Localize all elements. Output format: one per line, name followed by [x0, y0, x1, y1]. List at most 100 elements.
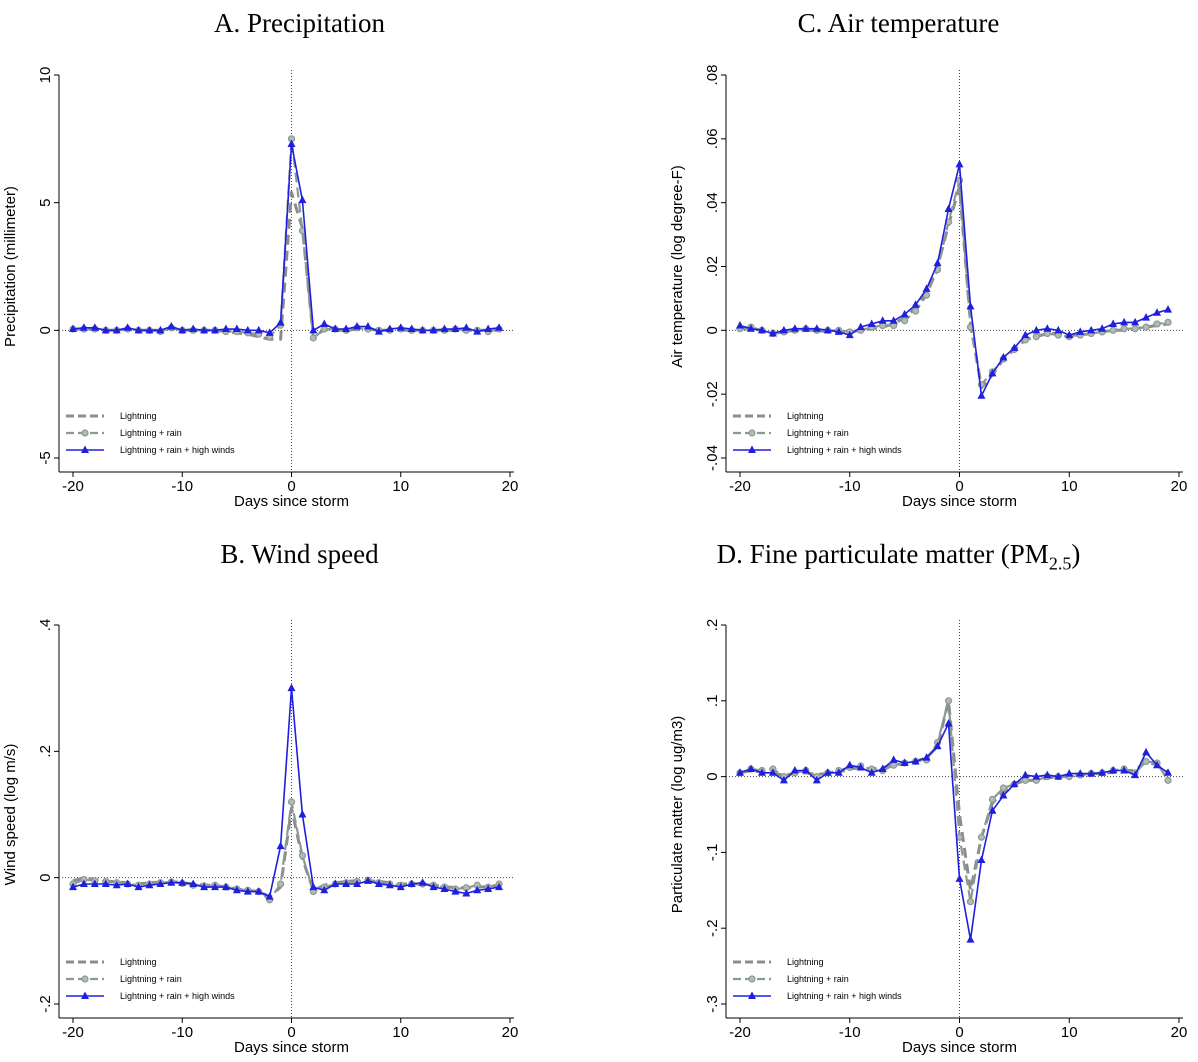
data-point [1109, 319, 1118, 327]
data-point [1065, 330, 1074, 339]
data-point [1021, 770, 1030, 779]
series-line [739, 722, 1169, 941]
data-point [1142, 313, 1151, 321]
data-point [451, 887, 460, 895]
data-point [1120, 766, 1129, 774]
data-point [1032, 325, 1041, 334]
data-point [462, 888, 471, 897]
series-line [739, 179, 1169, 386]
x-tick-label: 20 [1171, 478, 1188, 495]
data-point [221, 324, 230, 333]
data-point [878, 316, 887, 324]
data-point [320, 885, 329, 894]
series-lightning-rain-high-winds [69, 683, 504, 900]
data-point [955, 874, 964, 882]
data-point [1164, 768, 1173, 776]
data-point [1098, 324, 1107, 332]
data-point [812, 324, 821, 332]
x-tick-label: 0 [287, 478, 295, 495]
data-point [988, 795, 997, 803]
data-point [320, 325, 328, 333]
chart-particulate-matter: -20 -10 0 10 20 -.3 -.2 -.1 0 .1 .2 Days since stor… [669, 619, 1188, 1056]
data-point [1120, 317, 1129, 326]
data-point [977, 391, 986, 399]
series-line [72, 687, 500, 898]
data-point [81, 975, 89, 983]
data-point [363, 322, 372, 330]
panel-title: B. Wind speed [220, 539, 379, 569]
y-tick-label: 10 [37, 67, 54, 84]
data-point [922, 291, 931, 299]
data-point [867, 319, 876, 327]
data-point [385, 880, 394, 889]
data-point [944, 697, 953, 705]
data-point [746, 764, 755, 773]
data-point [900, 758, 909, 766]
legend-label: Lightning [787, 411, 824, 421]
data-point [123, 323, 132, 331]
data-point [69, 882, 77, 891]
data-point [429, 325, 438, 334]
data-point [988, 806, 997, 814]
panel-title: C. Air temperature [797, 8, 1000, 38]
data-point [462, 323, 471, 331]
data-point [189, 879, 198, 887]
data-point [1054, 772, 1063, 780]
data-point [955, 159, 964, 168]
data-point [867, 768, 876, 776]
data-point [856, 322, 865, 331]
data-point [211, 325, 220, 334]
data-point [167, 322, 176, 330]
y-tick-label: 0 [704, 772, 721, 780]
data-point [1164, 776, 1172, 784]
y-tick-label: .04 [704, 192, 721, 213]
data-point [265, 892, 274, 900]
data-point [944, 719, 953, 727]
data-point [309, 325, 318, 334]
data-point [407, 879, 416, 887]
data-point [473, 327, 482, 335]
data-point [823, 768, 832, 776]
data-point [342, 324, 351, 333]
data-point [473, 885, 482, 894]
y-axis-label: Precipitation (millimeter) [2, 186, 19, 347]
data-point [79, 323, 88, 331]
data-point [254, 325, 263, 334]
data-point [889, 755, 898, 763]
data-point [748, 975, 756, 983]
x-tick-label: 20 [1171, 1024, 1188, 1041]
legend-label: Lightning + rain [120, 428, 182, 438]
series-lightning-rain-high-winds [69, 139, 504, 336]
y-tick-label: .06 [704, 128, 721, 149]
y-tick-label: -5 [37, 451, 54, 464]
panel-title: D. Fine particulate matter (PM2.5) [716, 539, 1081, 574]
data-point [81, 429, 89, 437]
data-point [495, 882, 504, 891]
y-tick-label: .2 [704, 619, 721, 632]
data-point [287, 798, 296, 806]
data-point [845, 760, 854, 769]
data-point [81, 991, 89, 999]
x-tick-label: 0 [955, 478, 963, 495]
data-point [1043, 770, 1052, 779]
data-point [145, 880, 154, 889]
data-point [287, 139, 296, 147]
data-point [90, 879, 99, 887]
data-point [757, 768, 766, 776]
data-point [429, 882, 438, 891]
data-point [966, 898, 975, 906]
data-point [999, 784, 1007, 792]
x-tick-label: -10 [171, 1024, 193, 1041]
data-point [331, 324, 340, 333]
data-point [812, 775, 821, 784]
data-point [200, 882, 209, 891]
data-point [944, 204, 953, 213]
chart-precipitation: -20 -10 0 10 20 -5 0 5 10 Days since storm Precipi… [2, 67, 518, 510]
data-point [1153, 308, 1162, 316]
data-point [189, 324, 198, 333]
data-point [977, 855, 986, 863]
y-tick-label: 0 [37, 873, 54, 881]
data-point [440, 884, 449, 893]
legend-label: Lightning + rain [787, 428, 849, 438]
data-point [933, 258, 942, 267]
